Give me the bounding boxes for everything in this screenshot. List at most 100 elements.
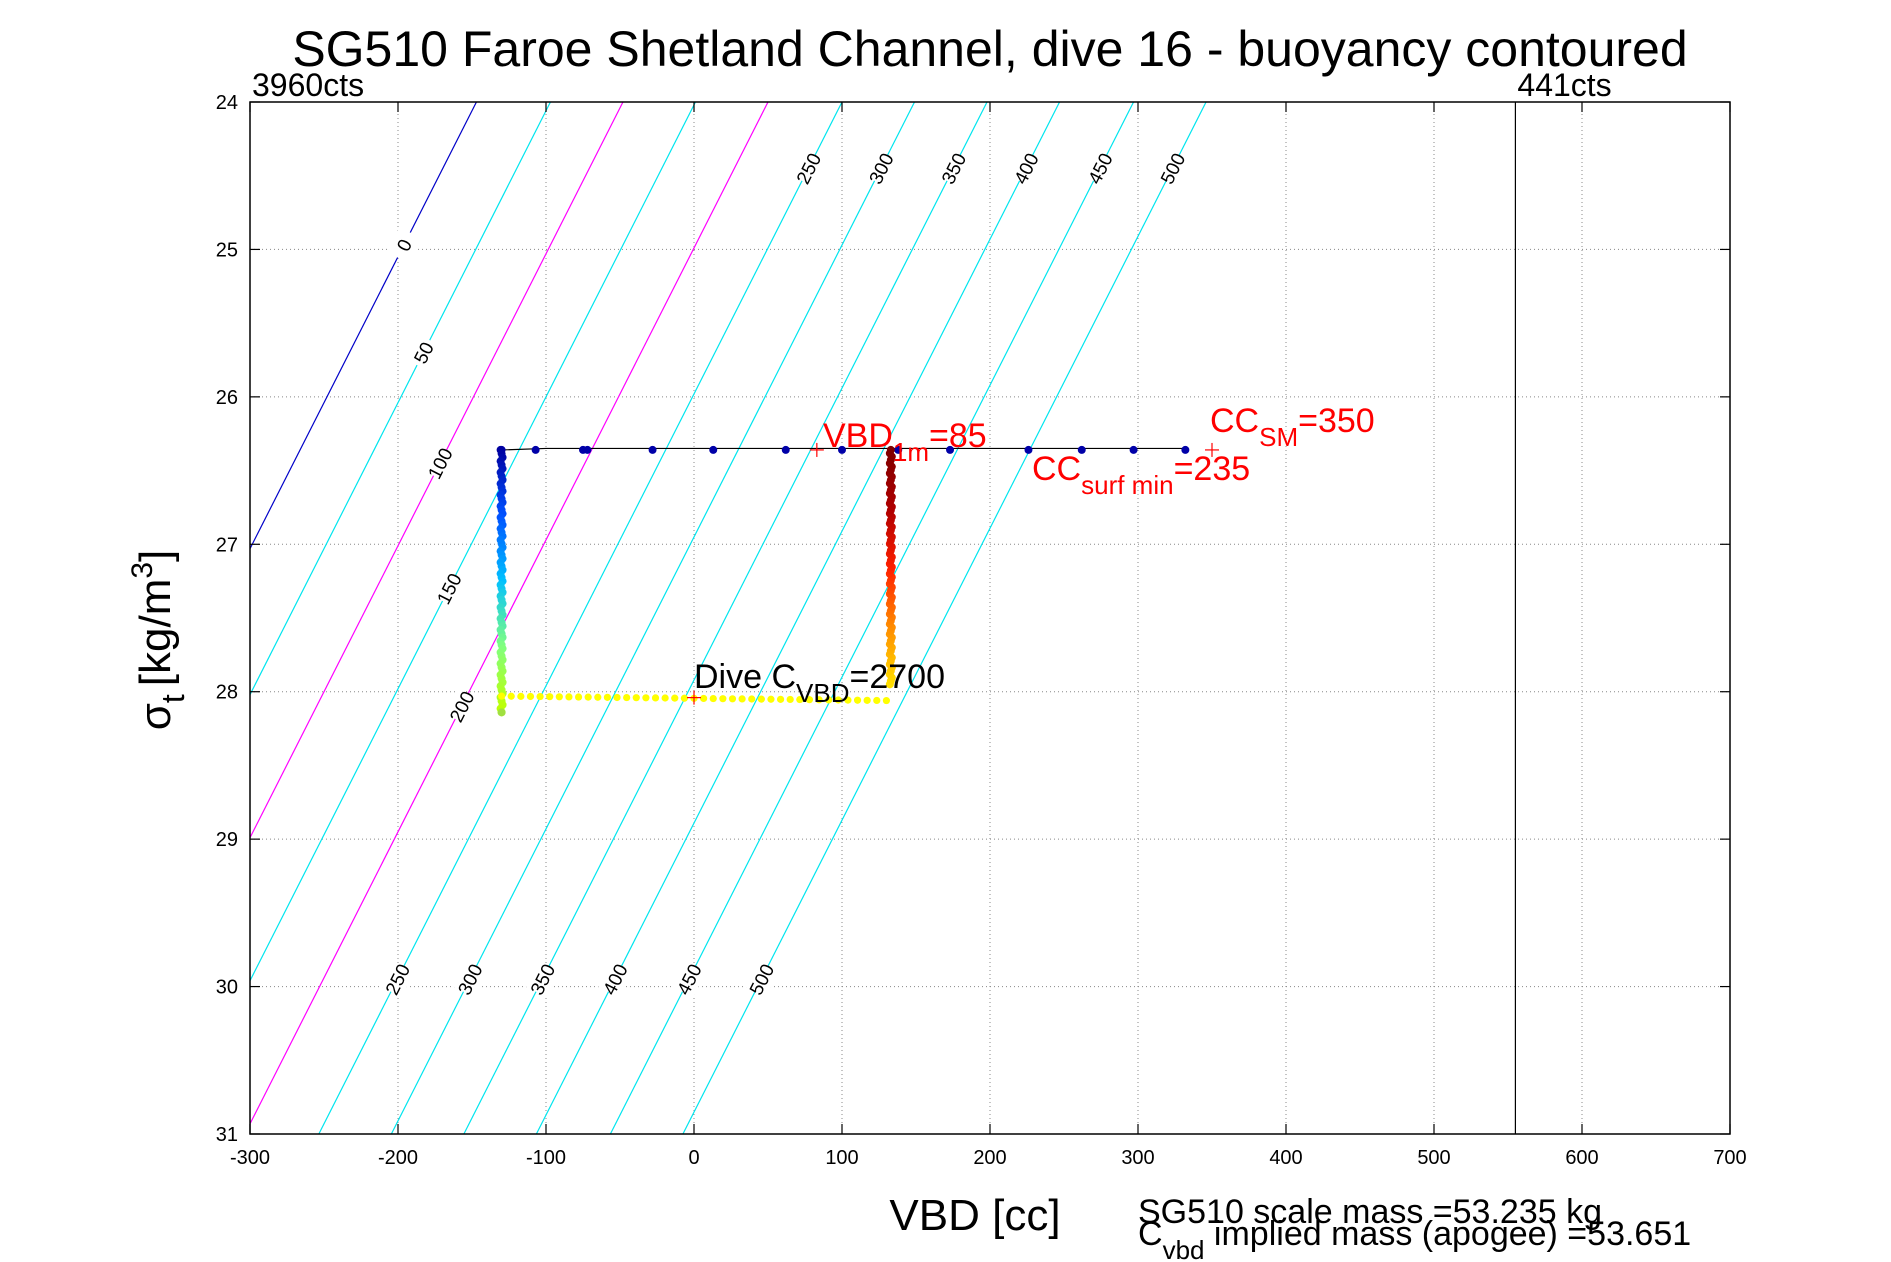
point-bottom xyxy=(757,695,765,703)
contour-line-300 xyxy=(390,102,916,1134)
y-ticks: 24 25 26 27 28 29 30 31 xyxy=(216,92,1730,1146)
point-surface xyxy=(648,445,657,454)
point-surface xyxy=(1129,445,1138,454)
vbd-limit-label: 3960cts xyxy=(252,67,364,103)
point-bottom xyxy=(613,693,621,702)
point-surface xyxy=(894,445,903,454)
contour-line-450 xyxy=(609,102,1135,1134)
point-bottom xyxy=(574,693,583,701)
y-tick-label: 29 xyxy=(216,829,238,851)
point-surface xyxy=(709,445,718,454)
point-bottom xyxy=(805,696,814,704)
grid xyxy=(250,102,1730,1134)
y-tick-label: 30 xyxy=(216,977,238,999)
contour-label-bg xyxy=(386,227,421,263)
y-tick-label: 27 xyxy=(216,534,238,556)
point-surface xyxy=(531,445,540,454)
point-surface xyxy=(781,445,790,454)
contour-label-bg xyxy=(863,150,898,187)
point-bottom xyxy=(882,696,891,705)
point-bottom xyxy=(546,693,554,701)
point-bottom xyxy=(632,694,640,702)
x-tick-label: 700 xyxy=(1713,1147,1746,1169)
y-tick-label: 24 xyxy=(216,92,238,114)
point-bottom xyxy=(536,692,544,701)
x-tick-label: 200 xyxy=(973,1147,1006,1169)
point-surface xyxy=(1024,445,1033,454)
point-bottom xyxy=(825,696,833,704)
contour-lines xyxy=(250,102,1207,1134)
point-ascent xyxy=(886,445,895,454)
point-bottom xyxy=(709,694,717,703)
y-tick-label: 25 xyxy=(216,239,238,261)
point-bottom xyxy=(873,696,881,705)
x-tick-label: 100 xyxy=(825,1147,858,1169)
contour-label-bg xyxy=(671,961,706,998)
contour-label-bg xyxy=(744,961,779,998)
vbd-1m-annotation: VBD1m=85 xyxy=(823,417,987,467)
contour-label-bg xyxy=(1008,150,1043,187)
point-bottom xyxy=(680,694,688,702)
point-bottom xyxy=(748,695,756,703)
markers xyxy=(687,442,1219,705)
contour-label-bg xyxy=(380,961,415,998)
contour-line-200 xyxy=(250,102,769,1126)
point-bottom xyxy=(796,695,804,704)
contour-line-0 xyxy=(250,102,477,550)
x-tick-label: 300 xyxy=(1121,1147,1154,1169)
point-bottom xyxy=(651,694,660,702)
contour-label-bg xyxy=(406,334,441,371)
point-bottom xyxy=(844,696,852,704)
point-bottom xyxy=(603,693,612,701)
point-bottom xyxy=(786,695,794,704)
x-tick-label: 600 xyxy=(1565,1147,1598,1169)
point-surface xyxy=(583,445,592,454)
y-tick-label: 28 xyxy=(216,682,238,704)
point-bottom xyxy=(517,692,525,700)
y-label-sigma: σ xyxy=(131,703,180,730)
contour-line-150 xyxy=(250,102,697,983)
svg-text:σt[kg/m3]: σt [kg/m3] xyxy=(126,550,191,731)
point-bottom xyxy=(565,693,573,701)
scale-mass-text: SG510 scale mass =53.235 kg xyxy=(1138,1193,1602,1231)
point-bottom xyxy=(863,696,871,704)
x-tick-label: 0 xyxy=(688,1147,699,1169)
contour-line-100 xyxy=(250,102,624,840)
vbd-limit-label: 441cts xyxy=(1517,67,1611,103)
contour-label-bg xyxy=(452,961,487,998)
y-label-close: ] xyxy=(131,550,180,562)
y-label-unit: [kg/m xyxy=(131,579,180,687)
vbd-limits: 3960cts 441cts xyxy=(252,67,1612,1134)
point-bottom xyxy=(815,696,823,704)
x-tick-label: -200 xyxy=(378,1147,418,1169)
y-tick-label: 31 xyxy=(216,1124,238,1146)
point-bottom xyxy=(498,692,506,700)
contour-label-bg xyxy=(936,150,971,187)
data-points xyxy=(496,445,1190,717)
point-bottom xyxy=(767,695,775,703)
point-corner xyxy=(497,708,506,717)
contour-label-bg xyxy=(444,688,479,725)
point-bottom xyxy=(526,692,535,701)
contour-line-350 xyxy=(463,102,988,1134)
point-surface xyxy=(1181,445,1190,454)
contour-label-bg xyxy=(422,445,457,482)
x-tick-label: 500 xyxy=(1417,1147,1450,1169)
dive-cvbd-annotation: Dive CVBD=2700 xyxy=(694,658,945,708)
contour-line-250 xyxy=(318,102,843,1134)
point-bottom xyxy=(853,696,862,704)
x-axis-label: VBD [cc] xyxy=(889,1191,1060,1240)
point-surface xyxy=(1077,445,1086,454)
point-bottom xyxy=(671,694,679,702)
implied-mass-text: Cvbd implied mass (apogee) =53.651 xyxy=(1138,1215,1691,1262)
point-bottom xyxy=(738,695,746,703)
point-bottom xyxy=(642,694,650,702)
cc-sm-annotation: CCSM=350 xyxy=(1210,402,1375,452)
contour-label-bg xyxy=(431,570,466,607)
contour-line-400 xyxy=(535,102,1061,1134)
chart-title: SG510 Faroe Shetland Channel, dive 16 - … xyxy=(292,21,1687,77)
contour-label-bg xyxy=(1082,150,1117,187)
point-bottom xyxy=(584,693,592,701)
contour-line-50 xyxy=(250,102,551,696)
